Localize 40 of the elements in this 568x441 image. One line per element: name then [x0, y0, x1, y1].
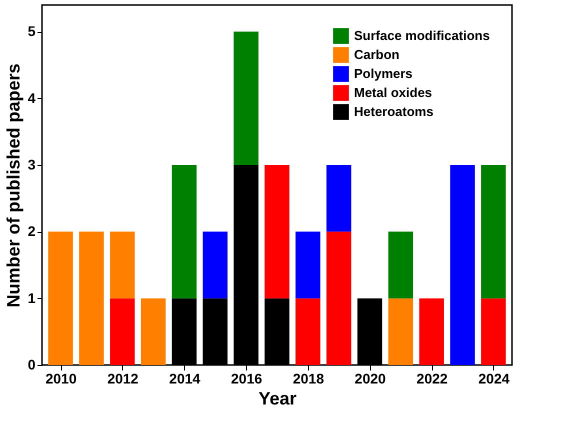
legend-label: Surface modifications [354, 28, 490, 43]
y-tick-label: 3 [28, 156, 36, 172]
y-tick-label: 2 [28, 223, 36, 240]
x-tick-label: 2012 [107, 370, 139, 386]
bar [140, 298, 166, 365]
bar [481, 165, 506, 298]
bar [110, 298, 135, 365]
bar [326, 165, 352, 232]
bar [388, 232, 414, 298]
x-tick-label: 2024 [478, 370, 510, 386]
x-tick-label: 2014 [169, 370, 201, 386]
x-tick-label: 2018 [292, 370, 324, 386]
y-axis-title: Number of published papers [4, 63, 24, 308]
bar [264, 165, 290, 298]
y-tick-label: 5 [28, 23, 36, 40]
legend-label: Metal oxides [354, 85, 432, 100]
bar [172, 165, 197, 298]
bar [450, 165, 475, 365]
bar [296, 232, 320, 298]
bar [326, 232, 352, 365]
bar [202, 232, 228, 298]
legend-label: Carbon [354, 47, 400, 62]
x-tick-label: 2010 [45, 370, 77, 386]
legend-label: Polymers [354, 66, 413, 81]
y-tick-label: 1 [28, 290, 36, 306]
bar [481, 298, 506, 365]
legend-label: Heteroatoms [354, 104, 434, 119]
x-axis-title: Year [258, 388, 297, 408]
bar [110, 232, 135, 298]
x-tick-label: 2016 [231, 370, 262, 386]
x-tick-label: 2022 [416, 370, 448, 386]
x-tick-label: 2020 [354, 370, 386, 386]
bar [388, 298, 414, 365]
bar [419, 298, 444, 365]
bar [79, 232, 104, 365]
bar [48, 232, 73, 365]
bar [296, 298, 320, 365]
y-tick-label: 4 [28, 90, 36, 106]
y-tick-label: 0 [28, 356, 36, 372]
bar [234, 32, 258, 165]
